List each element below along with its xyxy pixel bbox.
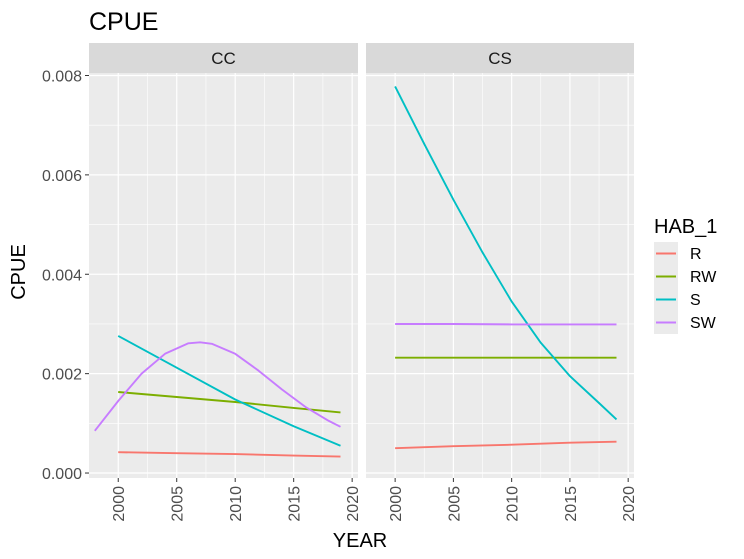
y-axis-title: CPUE [8, 244, 30, 300]
facet-strip [366, 43, 634, 73]
plot-background [89, 73, 358, 478]
series-line-s [394, 85, 618, 421]
x-tick-label: 2015 [563, 486, 580, 522]
x-tick-label: 2020 [621, 486, 638, 522]
series-line-sw [94, 341, 341, 432]
legend-label: SW [690, 315, 717, 332]
x-tick-label: 2000 [388, 486, 405, 522]
panel-cc: CC 2000 2005 2010 2015 2020 [89, 43, 362, 522]
chart-title: CPUE [89, 8, 158, 36]
series-line-s [117, 335, 341, 447]
x-tick-label: 2015 [287, 486, 304, 522]
facet-strip [89, 43, 358, 73]
plot-background [366, 73, 634, 478]
y-axis-ticks: 0.000 0.002 0.004 0.006 0.008 [42, 68, 89, 483]
y-tick-label: 0.004 [42, 267, 82, 284]
x-tick-label: 2010 [228, 486, 245, 522]
facet-strip-label: CC [211, 49, 236, 68]
y-tick-label: 0.008 [42, 68, 82, 85]
series-line-r [118, 451, 341, 458]
x-tick-label: 2005 [446, 486, 463, 522]
panel-cs: CS 2000 2005 2010 2015 2020 [366, 43, 638, 522]
y-tick-label: 0.000 [42, 466, 82, 483]
x-tick-label: 2000 [111, 486, 128, 522]
legend-label: S [690, 292, 701, 309]
legend-title: HAB_1 [654, 216, 717, 238]
legend: HAB_1 R RW S SW [654, 216, 717, 334]
panels: CC 2000 2005 2010 2015 2020 CS 2000 2005 2010 2015… [89, 43, 638, 522]
legend-label: RW [690, 269, 717, 286]
series-line-r [395, 440, 617, 450]
x-axis-title: YEAR [333, 530, 387, 552]
y-tick-label: 0.002 [42, 367, 82, 384]
x-tick-label: 2010 [505, 486, 522, 522]
x-tick-label: 2005 [170, 486, 187, 522]
legend-label: R [690, 246, 702, 263]
facet-strip-label: CS [488, 49, 512, 68]
x-tick-label: 2020 [345, 486, 362, 522]
y-tick-label: 0.006 [42, 168, 82, 185]
